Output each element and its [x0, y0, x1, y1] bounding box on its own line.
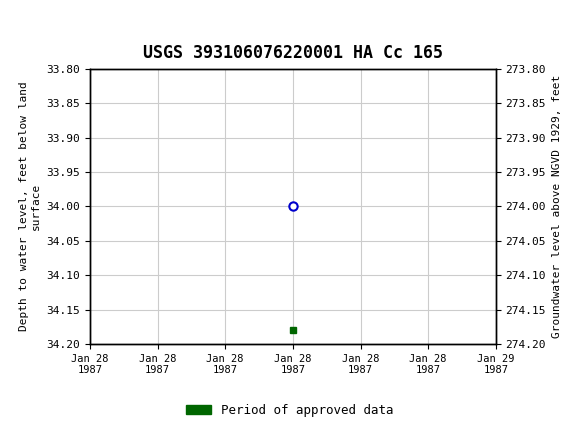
Y-axis label: Depth to water level, feet below land
surface: Depth to water level, feet below land su…: [19, 82, 41, 331]
Title: USGS 393106076220001 HA Cc 165: USGS 393106076220001 HA Cc 165: [143, 44, 443, 61]
Text: ≋ USGS: ≋ USGS: [3, 11, 86, 30]
Legend: Period of approved data: Period of approved data: [181, 399, 399, 421]
Y-axis label: Groundwater level above NGVD 1929, feet: Groundwater level above NGVD 1929, feet: [552, 75, 561, 338]
